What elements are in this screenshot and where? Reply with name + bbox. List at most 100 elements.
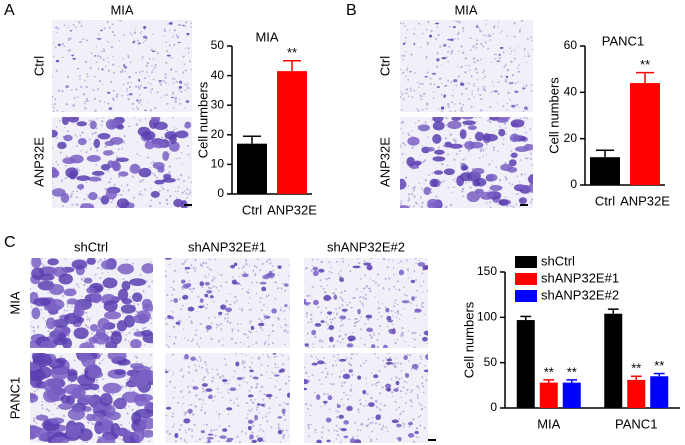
pore: [246, 291, 248, 293]
pore: [137, 40, 139, 42]
pore: [507, 36, 508, 37]
pore: [148, 441, 149, 442]
pore: [488, 33, 489, 34]
cell: [524, 106, 528, 109]
cell: [182, 295, 188, 300]
pore: [97, 55, 99, 57]
cell: [90, 121, 97, 130]
pore: [427, 343, 428, 344]
pore: [341, 385, 343, 387]
significance: **: [287, 45, 297, 60]
pore: [85, 61, 87, 63]
cell: [346, 406, 352, 412]
cell: [371, 344, 375, 349]
pore: [126, 88, 128, 90]
cell: [186, 283, 191, 287]
pore: [86, 194, 87, 195]
pore: [172, 92, 174, 94]
pore: [187, 145, 189, 147]
pore: [194, 270, 196, 272]
pore: [402, 153, 404, 155]
pore: [61, 179, 63, 181]
pore: [173, 342, 175, 344]
cell: [507, 167, 517, 173]
pore: [181, 370, 182, 371]
pore: [274, 367, 276, 369]
pore: [269, 412, 271, 414]
cell: [117, 320, 127, 331]
pore: [497, 150, 498, 151]
cell: [366, 315, 372, 319]
pore: [431, 192, 433, 194]
pore: [392, 315, 393, 316]
cell: [368, 402, 375, 407]
pore: [393, 274, 395, 276]
cell: [260, 282, 267, 285]
pore: [277, 381, 278, 382]
pore: [408, 134, 410, 136]
pore: [447, 51, 449, 53]
cell: [175, 131, 188, 139]
pore: [215, 435, 217, 437]
pore: [438, 147, 440, 149]
pore: [381, 386, 383, 388]
cell: [313, 300, 319, 305]
pore: [233, 376, 235, 378]
y-tick-label: 150: [477, 264, 497, 278]
pore: [323, 288, 325, 290]
pore: [416, 263, 417, 264]
pore: [123, 58, 124, 59]
pore: [320, 285, 322, 287]
pore: [325, 376, 327, 378]
cell: [460, 83, 464, 86]
pore: [113, 90, 115, 92]
pore: [148, 76, 149, 77]
pore: [165, 275, 167, 277]
pore: [305, 403, 307, 405]
pore: [384, 366, 386, 368]
pore: [104, 102, 105, 103]
pore: [172, 94, 173, 95]
pore: [400, 390, 402, 392]
pore: [266, 371, 267, 372]
pore: [408, 193, 410, 195]
pore: [165, 415, 167, 417]
pore: [360, 365, 362, 367]
cell: [52, 368, 69, 381]
pore: [242, 362, 244, 364]
pore: [453, 89, 454, 90]
pore: [191, 340, 193, 342]
pore: [248, 330, 250, 332]
pore: [412, 418, 414, 420]
pore: [397, 312, 399, 314]
pore: [212, 369, 213, 370]
pore: [434, 84, 436, 86]
pore: [259, 301, 261, 303]
pore: [174, 424, 175, 425]
pore: [381, 428, 383, 430]
pore: [266, 260, 268, 262]
pore: [139, 71, 141, 73]
cell: [422, 337, 428, 342]
pore: [244, 271, 246, 273]
pore: [51, 104, 53, 106]
pore: [310, 270, 312, 272]
cell: [185, 267, 191, 269]
cell: [94, 55, 96, 56]
pore: [140, 191, 141, 192]
cell: [103, 383, 122, 394]
cell: [227, 438, 234, 441]
pore: [400, 260, 402, 262]
pore: [470, 49, 472, 51]
pore: [518, 71, 520, 73]
legend-swatch: [515, 290, 537, 302]
pore: [394, 342, 396, 344]
pore: [422, 161, 424, 163]
pore: [101, 120, 103, 122]
pore: [308, 436, 310, 438]
pore: [145, 118, 146, 119]
pore: [84, 418, 85, 419]
pore: [268, 259, 269, 260]
cell: [326, 418, 332, 423]
